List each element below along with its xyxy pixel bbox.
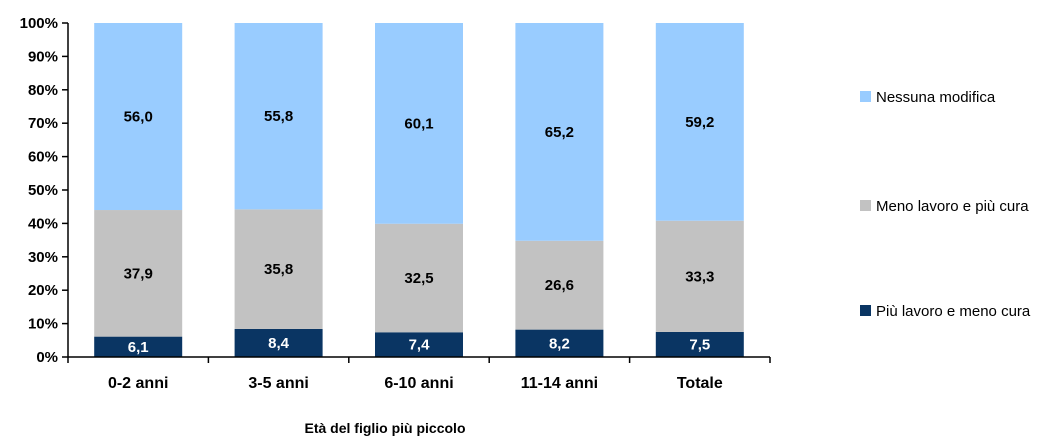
y-tick-label: 80%	[28, 82, 58, 99]
data-label: 33,3	[685, 268, 714, 285]
data-label: 26,6	[545, 277, 574, 294]
bars: 6,1 37,9 56,0 8,4 35,8 55,8 7,4 32,5 60,1 8,2 26,6…	[94, 23, 744, 357]
y-tick-label: 20%	[28, 282, 58, 299]
bar-segment	[375, 223, 463, 333]
data-label: 37,9	[124, 265, 153, 282]
x-category-label: 3-5 anni	[248, 375, 308, 392]
bar-segment	[655, 331, 744, 357]
bar-segment	[515, 329, 604, 357]
y-tick-label: 70%	[28, 115, 58, 132]
bar-segment	[94, 210, 183, 337]
x-category-label: 6-10 anni	[384, 375, 453, 392]
x-category-label: Totale	[677, 375, 723, 392]
bar-segment	[515, 240, 604, 330]
legend: Nessuna modifica Meno lavoro e più cura Pi…	[860, 89, 1031, 320]
data-label: 60,1	[404, 115, 433, 132]
data-label: 7,5	[689, 336, 710, 353]
data-label: 59,2	[685, 114, 714, 131]
bar-segment	[655, 23, 744, 221]
bar-segment	[655, 220, 744, 332]
bar-segment	[375, 332, 463, 357]
legend-swatch	[860, 305, 871, 316]
bar-segment	[375, 23, 463, 224]
y-axis: 0% 10% 20% 30% 40% 50% 60% 70% 80% 90% 100%	[20, 15, 69, 366]
data-label: 8,4	[268, 335, 290, 352]
legend-swatch	[860, 200, 871, 211]
data-label: 56,0	[124, 109, 153, 126]
data-label: 6,1	[128, 339, 149, 356]
x-axis: 0-2 anni 3-5 anni 6-10 anni 11-14 anni Total…	[67, 356, 771, 392]
legend-label: Nessuna modifica	[876, 89, 996, 106]
y-tick-label: 90%	[28, 48, 58, 65]
legend-label: Meno lavoro e più cura	[876, 198, 1029, 215]
legend-swatch	[860, 91, 871, 102]
bar-segment	[234, 328, 323, 357]
data-label: 7,4	[409, 337, 431, 354]
y-tick-label: 50%	[28, 182, 58, 199]
y-tick-label: 0%	[36, 349, 58, 366]
bar-segment	[234, 23, 323, 210]
data-label: 65,2	[545, 124, 574, 141]
x-category-label: 11-14 anni	[521, 375, 598, 392]
x-category-label: 0-2 anni	[108, 375, 168, 392]
data-label: 8,2	[549, 335, 570, 352]
y-tick-label: 10%	[28, 316, 58, 333]
legend-label: Più lavoro e meno cura	[876, 303, 1031, 320]
bar-segment	[515, 23, 604, 241]
x-axis-title: Età del figlio più piccolo	[304, 420, 465, 436]
bar-segment	[234, 209, 323, 329]
bar-segment	[94, 336, 183, 357]
y-tick-label: 40%	[28, 215, 58, 232]
data-label: 35,8	[264, 261, 293, 278]
y-tick-label: 60%	[28, 149, 58, 166]
data-label: 32,5	[404, 270, 433, 287]
data-label: 55,8	[264, 108, 293, 125]
y-tick-label: 30%	[28, 249, 58, 266]
y-tick-label: 100%	[20, 15, 58, 32]
bar-segment	[94, 23, 183, 211]
